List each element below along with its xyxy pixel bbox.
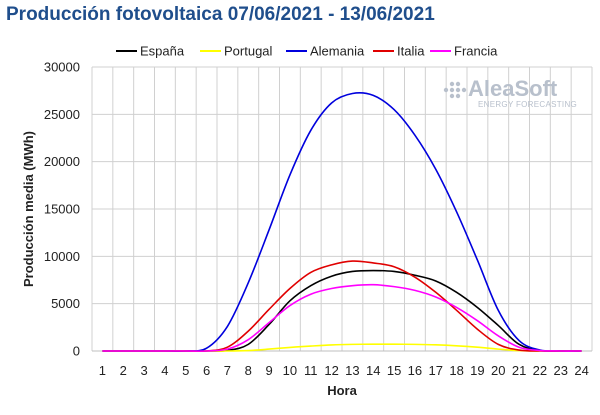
x-tick-label: 6 <box>203 363 210 378</box>
y-tick-label: 30000 <box>44 60 80 75</box>
y-axis-label: Producción media (MWh) <box>21 131 36 287</box>
x-tick-label: 12 <box>324 363 338 378</box>
logo-tagline: ENERGY FORECASTING <box>478 100 577 109</box>
x-tick-label: 22 <box>533 363 547 378</box>
y-tick-labels: 0 5000 10000 15000 20000 25000 30000 <box>44 60 80 359</box>
x-tick-label: 14 <box>366 363 380 378</box>
legend-label-espana: España <box>140 44 185 59</box>
legend-label-francia: Francia <box>454 44 498 59</box>
logo-dots-icon <box>443 81 467 99</box>
x-tick-label: 4 <box>161 363 168 378</box>
y-tick-label: 25000 <box>44 107 80 122</box>
x-tick-label: 17 <box>429 363 443 378</box>
y-tick-label: 0 <box>73 344 80 359</box>
x-tick-label: 19 <box>470 363 484 378</box>
legend-label-italia: Italia <box>397 44 425 59</box>
x-tick-label: 21 <box>512 363 526 378</box>
x-tick-label: 2 <box>120 363 127 378</box>
y-tick-label: 20000 <box>44 154 80 169</box>
y-tick-label: 15000 <box>44 202 80 217</box>
y-tick-label: 10000 <box>44 249 80 264</box>
legend-label-alemania: Alemania <box>310 44 365 59</box>
x-tick-label: 1 <box>99 363 106 378</box>
x-tick-label: 24 <box>574 363 588 378</box>
x-axis-label: Hora <box>327 383 357 398</box>
series-line-francia <box>102 283 582 352</box>
x-tick-label: 23 <box>554 363 568 378</box>
chart-title: Producción fotovoltaica 07/06/2021 - 13/… <box>6 4 435 25</box>
y-tick-label: 5000 <box>51 296 80 311</box>
x-tick-label: 7 <box>224 363 231 378</box>
series-lines <box>102 92 582 353</box>
x-tick-label: 8 <box>245 363 252 378</box>
x-tick-label: 3 <box>140 363 147 378</box>
aleasoft-logo: AleaSoft ENERGY FORECASTING <box>443 76 577 109</box>
x-tick-label: 11 <box>304 363 318 378</box>
x-tick-labels: 1 2 3 4 5 6 7 8 9 10 11 12 13 14 15 16 17 18 19 20 21 22 23 24 <box>99 363 589 378</box>
x-tick-label: 16 <box>408 363 422 378</box>
x-tick-label: 18 <box>449 363 463 378</box>
x-tick-label: 13 <box>345 363 359 378</box>
legend-label-portugal: Portugal <box>224 44 273 59</box>
gridlines <box>91 66 593 352</box>
x-tick-label: 5 <box>182 363 189 378</box>
x-tick-label: 10 <box>283 363 297 378</box>
logo-name: AleaSoft <box>468 76 558 101</box>
x-tick-label: 20 <box>491 363 505 378</box>
x-tick-label: 9 <box>265 363 272 378</box>
legend: España Portugal Alemania Italia Francia <box>116 44 498 59</box>
x-tick-label: 15 <box>387 363 401 378</box>
